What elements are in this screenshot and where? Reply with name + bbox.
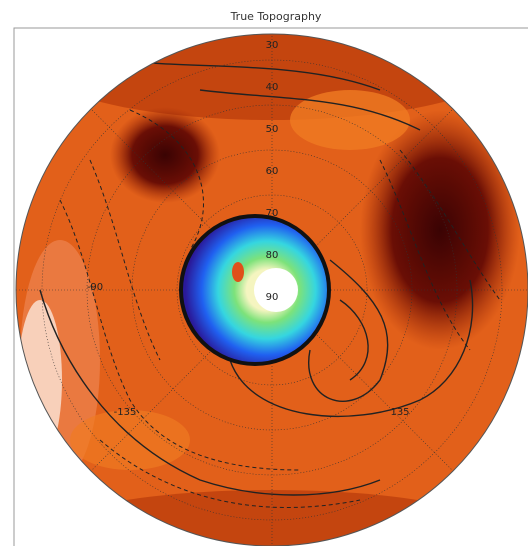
longitude-label: 135 [390,407,409,418]
latitude-label: 50 [266,124,279,135]
longitude-label: -90 [87,282,103,293]
pole-hole [254,268,298,312]
page: True Topography [0,0,528,546]
latitude-label: 30 [266,40,279,51]
latitude-label: 90 [266,292,279,303]
latitude-label: 40 [266,82,279,93]
latitude-label: 60 [266,166,279,177]
map-figure: True Topography [0,0,528,546]
latitude-label: 80 [266,250,279,261]
latitude-label: 70 [266,208,279,219]
longitude-label: -135 [114,407,137,418]
ice-feature [232,262,244,282]
map-title: True Topography [230,10,322,23]
